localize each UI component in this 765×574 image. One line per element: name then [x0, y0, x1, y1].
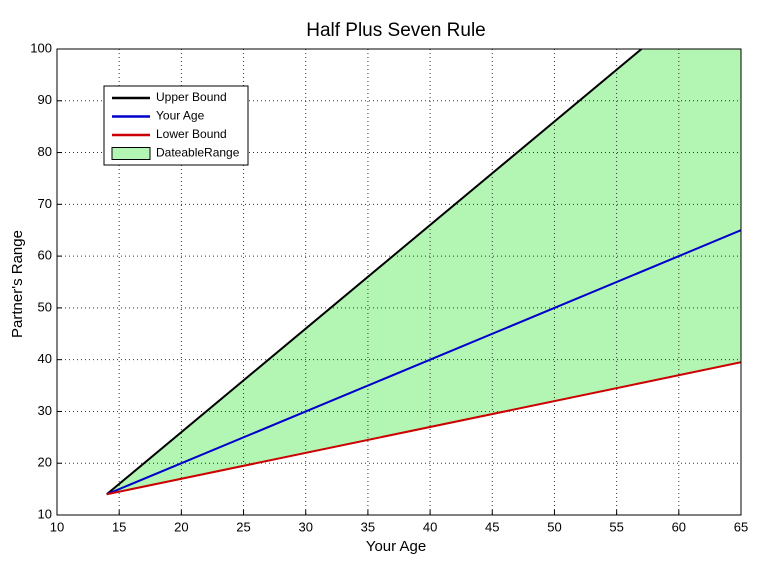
y-tick-label: 80 — [38, 144, 52, 159]
y-tick-label: 20 — [38, 455, 52, 470]
legend-label: DateableRange — [156, 146, 240, 160]
chart-title: Half Plus Seven Rule — [306, 20, 486, 41]
line-layer — [106, 49, 741, 496]
legend-label: Lower Bound — [156, 127, 227, 141]
line — [106, 229, 741, 496]
legend-swatch — [111, 147, 151, 160]
x-tick-label: 25 — [236, 519, 250, 534]
series-layer — [106, 49, 741, 495]
legend-label: Your Age — [156, 109, 205, 123]
x-tick-label: 10 — [50, 519, 64, 534]
x-tick-label: 20 — [174, 519, 188, 534]
y-tick-label: 100 — [30, 40, 52, 55]
line — [106, 49, 643, 496]
line — [106, 361, 741, 496]
y-axis-label: Partner's Range — [9, 230, 26, 338]
y-tick-label: 90 — [38, 92, 52, 107]
y-tick-label: 40 — [38, 351, 52, 366]
x-tick-label: 35 — [361, 519, 375, 534]
x-tick-label: 30 — [298, 519, 312, 534]
area — [106, 49, 741, 495]
x-tick-label: 15 — [112, 519, 126, 534]
legend: Upper Bound Your Age Lower Bound DateableRa… — [103, 85, 249, 166]
y-tick-label: 10 — [38, 506, 52, 521]
y-tick-label: 50 — [38, 299, 52, 314]
x-tick-label: 45 — [485, 519, 499, 534]
x-tick-label: 65 — [734, 519, 748, 534]
x-tick-label: 55 — [609, 519, 623, 534]
x-tick-label: 50 — [547, 519, 561, 534]
plot-frame — [56, 48, 742, 516]
x-tick-label: 40 — [423, 519, 437, 534]
x-axis-label: Your Age — [366, 538, 426, 555]
y-tick-label: 70 — [38, 196, 52, 211]
legend-label: Upper Bound — [156, 90, 227, 104]
x-tick-label: 60 — [672, 519, 686, 534]
y-tick-label: 30 — [38, 403, 52, 418]
y-tick-label: 60 — [38, 248, 52, 263]
